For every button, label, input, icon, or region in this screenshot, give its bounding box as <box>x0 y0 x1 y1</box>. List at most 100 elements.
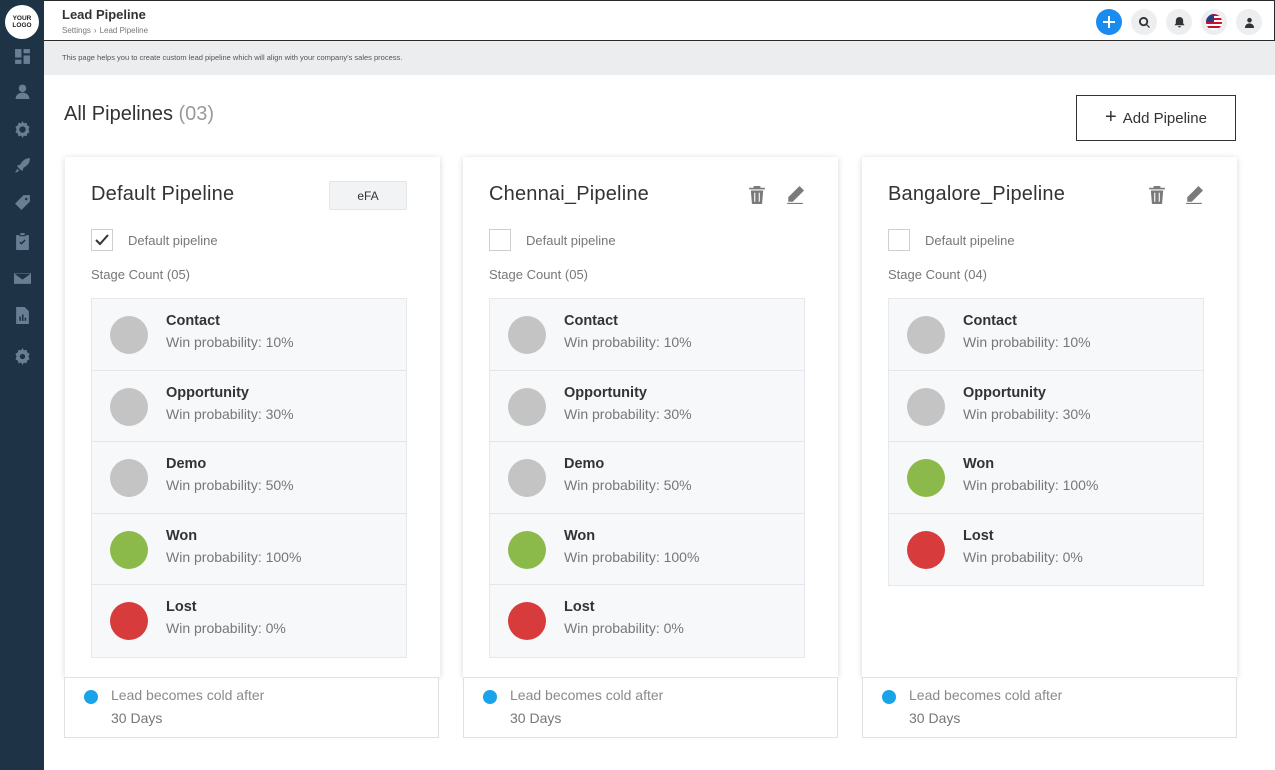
win-probability: Win probability: 30% <box>963 405 1091 422</box>
cold-days: 30 Days <box>909 710 961 726</box>
stage-name: Won <box>166 527 198 544</box>
dashboard-icon[interactable] <box>12 46 32 66</box>
tag-icon[interactable] <box>12 192 32 212</box>
pipeline-name: Chennai_Pipeline <box>489 183 649 205</box>
stage-item[interactable]: Won Win probability: 100% <box>889 442 1203 514</box>
stage-color-dot <box>110 459 148 497</box>
win-probability: Win probability: 100% <box>564 548 700 565</box>
user-icon <box>1244 17 1254 28</box>
breadcrumb-separator: › <box>93 26 97 35</box>
stage-item[interactable]: Opportunity Win probability: 30% <box>490 371 804 442</box>
stage-item[interactable]: Opportunity Win probability: 30% <box>92 371 406 442</box>
add-pipeline-button[interactable]: + Add Pipeline <box>1076 95 1236 141</box>
stage-color-dot <box>110 602 148 640</box>
cold-indicator-dot <box>84 690 98 704</box>
default-pipeline-checkbox[interactable] <box>91 229 113 251</box>
stage-item[interactable]: Lost Win probability: 0% <box>490 585 804 657</box>
breadcrumb-current: Lead Pipeline <box>99 26 149 35</box>
logo-text-line1: YOUR <box>12 15 32 22</box>
win-probability: Win probability: 100% <box>963 477 1099 493</box>
stage-color-dot <box>508 602 546 640</box>
stage-color-dot <box>110 387 148 426</box>
edit-pipeline-button[interactable] <box>785 185 805 205</box>
stage-item[interactable]: Contact Win probability: 10% <box>490 299 804 371</box>
stage-list: Contact Win probability: 10% Opportunity W… <box>489 298 805 658</box>
bell-icon <box>1173 16 1185 28</box>
cold-lead-footer: Lead becomes cold after 30 Days <box>64 677 439 738</box>
stage-item[interactable]: Contact Win probability: 10% <box>889 299 1203 371</box>
stage-name: Lost <box>963 527 994 544</box>
stage-item[interactable]: Opportunity Win probability: 30% <box>889 371 1203 442</box>
stage-name: Contact <box>564 313 618 329</box>
profile-button[interactable] <box>1236 9 1262 35</box>
stage-name: Opportunity <box>564 384 647 401</box>
mail-icon[interactable] <box>12 268 32 288</box>
default-pipeline-label: Default pipeline <box>526 232 616 248</box>
gear-icon[interactable] <box>12 346 32 366</box>
company-logo[interactable]: YOUR LOGO <box>5 5 39 39</box>
default-pipeline-checkbox[interactable] <box>888 229 910 251</box>
stage-color-dot <box>110 530 148 569</box>
stage-item[interactable]: Lost Win probability: 0% <box>92 585 406 657</box>
stage-color-dot <box>110 316 148 354</box>
cold-days: 30 Days <box>510 710 562 726</box>
pipeline-card: Chennai_Pipeline Default pipeline Stage … <box>463 157 838 677</box>
stage-item[interactable]: Contact Win probability: 10% <box>92 299 406 371</box>
win-probability: Win probability: 10% <box>166 334 294 350</box>
user-icon[interactable] <box>12 81 32 101</box>
stage-color-dot <box>907 459 945 497</box>
quick-add-button[interactable] <box>1096 9 1122 35</box>
win-probability: Win probability: 0% <box>166 620 286 636</box>
win-probability: Win probability: 30% <box>564 405 692 422</box>
breadcrumb-settings[interactable]: Settings <box>62 26 91 35</box>
stage-color-dot <box>907 387 945 426</box>
clipboard-check-icon[interactable] <box>12 231 32 251</box>
cold-label: Lead becomes cold after <box>909 687 1063 703</box>
language-selector[interactable] <box>1201 9 1227 35</box>
stage-list: Contact Win probability: 10% Opportunity W… <box>888 298 1204 586</box>
pipeline-count: (03) <box>178 103 215 125</box>
stage-color-dot <box>508 387 546 426</box>
report-icon[interactable] <box>12 305 32 325</box>
settings-gear-icon[interactable] <box>12 119 32 139</box>
plus-icon: + <box>1105 106 1117 128</box>
notifications-button[interactable] <box>1166 9 1192 35</box>
all-pipelines-label: All Pipelines <box>64 103 173 125</box>
top-header: Lead Pipeline Settings › Lead Pipeline <box>44 0 1275 41</box>
stage-item[interactable]: Won Win probability: 100% <box>490 514 804 585</box>
stage-name: Contact <box>963 313 1017 329</box>
stage-color-dot <box>907 316 945 354</box>
cold-label: Lead becomes cold after <box>111 687 265 703</box>
rocket-icon[interactable] <box>12 155 32 175</box>
win-probability: Win probability: 10% <box>963 334 1091 350</box>
stage-name: Opportunity <box>963 384 1046 401</box>
default-pipeline-checkbox[interactable] <box>489 229 511 251</box>
search-button[interactable] <box>1131 9 1157 35</box>
cold-indicator-dot <box>483 690 497 704</box>
pencil-icon <box>787 186 804 204</box>
stage-item[interactable]: Demo Win probability: 50% <box>92 442 406 514</box>
pipeline-card: Bangalore_Pipeline Default pipeline Stag… <box>862 157 1237 677</box>
stage-item[interactable]: Won Win probability: 100% <box>92 514 406 585</box>
win-probability: Win probability: 50% <box>564 477 692 493</box>
delete-pipeline-button[interactable] <box>1147 185 1167 205</box>
cold-indicator-dot <box>882 690 896 704</box>
edit-pipeline-button[interactable] <box>1184 185 1204 205</box>
sidebar: YOUR LOGO <box>0 0 44 770</box>
win-probability: Win probability: 50% <box>166 477 294 493</box>
stage-item[interactable]: Demo Win probability: 50% <box>490 442 804 514</box>
stage-name: Lost <box>564 599 595 615</box>
stage-name: Won <box>564 527 596 544</box>
trash-icon <box>1149 186 1165 204</box>
pipeline-name: Bangalore_Pipeline <box>888 183 1066 205</box>
stage-count: Stage Count (05) <box>91 267 191 282</box>
all-pipelines-title: All Pipelines (03) <box>64 103 214 126</box>
stage-color-dot <box>508 316 546 354</box>
win-probability: Win probability: 0% <box>564 620 684 636</box>
stage-item[interactable]: Lost Win probability: 0% <box>889 514 1203 586</box>
plus-icon <box>1103 16 1115 28</box>
breadcrumb: Settings › Lead Pipeline <box>62 26 148 35</box>
add-pipeline-label: Add Pipeline <box>1122 109 1207 127</box>
page-title: Lead Pipeline <box>62 7 146 22</box>
delete-pipeline-button[interactable] <box>747 185 767 205</box>
